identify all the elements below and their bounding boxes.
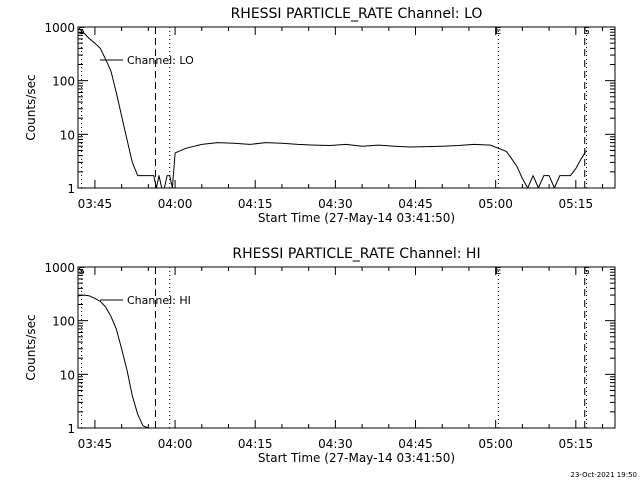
x-tick-label: 05:00 — [478, 437, 513, 451]
chart-panel-hi: RHESSI PARTICLE_RATE Channel: HI 1 10 100 10… — [24, 246, 616, 465]
x-tick-label: 05:15 — [559, 437, 594, 451]
plot-frame — [77, 26, 616, 189]
series-line — [77, 294, 149, 429]
x-tick-label: 04:45 — [398, 437, 433, 451]
x-axis-label: Start Time (27-May-14 03:41:50) — [258, 451, 455, 465]
plot-frame — [77, 266, 616, 429]
event-marker-label: S — [583, 266, 589, 277]
x-tick-label: 05:00 — [478, 197, 513, 211]
event-marker-label: S — [583, 26, 589, 37]
legend-label: Channel: LO — [127, 54, 194, 67]
y-tick-label: 1000 — [44, 21, 75, 35]
y-tick-label: 10 — [60, 368, 75, 382]
chart-title: RHESSI PARTICLE_RATE Channel: HI — [232, 246, 480, 262]
y-tick-label: 1000 — [44, 261, 75, 275]
x-tick-label: 04:45 — [398, 197, 433, 211]
y-tick-label: 100 — [52, 75, 75, 89]
x-tick-label: 05:15 — [559, 197, 594, 211]
series-line — [77, 31, 587, 189]
timestamp-label: 23-Oct-2021 19:50 — [571, 471, 637, 479]
y-tick-label: 100 — [52, 315, 75, 329]
x-tick-label: 04:30 — [318, 437, 353, 451]
y-tick-label: 1 — [67, 422, 75, 436]
x-tick-label: 04:15 — [238, 437, 273, 451]
x-tick-label: 04:15 — [238, 197, 273, 211]
x-tick-label: 04:00 — [158, 197, 193, 211]
event-marker-label: E — [495, 266, 501, 277]
y-axis-label: Counts/sec — [24, 314, 38, 380]
chart-title: RHESSI PARTICLE_RATE Channel: LO — [231, 6, 483, 22]
y-axis-label: Counts/sec — [24, 74, 38, 140]
y-tick-label: 10 — [60, 128, 75, 142]
x-tick-label: 04:00 — [158, 437, 193, 451]
x-axis-label: Start Time (27-May-14 03:41:50) — [258, 211, 455, 225]
event-marker-label: S — [78, 26, 84, 37]
x-tick-label: 04:30 — [318, 197, 353, 211]
event-marker-label: E — [495, 26, 501, 37]
legend-label: Channel: HI — [127, 294, 191, 307]
x-tick-label: 03:45 — [78, 437, 113, 451]
y-tick-label: 1 — [67, 182, 75, 196]
event-marker-label: S — [78, 266, 84, 277]
chart-panel-lo: RHESSI PARTICLE_RATE Channel: LO 1 10 100 10… — [24, 6, 616, 225]
x-tick-label: 03:45 — [78, 197, 113, 211]
